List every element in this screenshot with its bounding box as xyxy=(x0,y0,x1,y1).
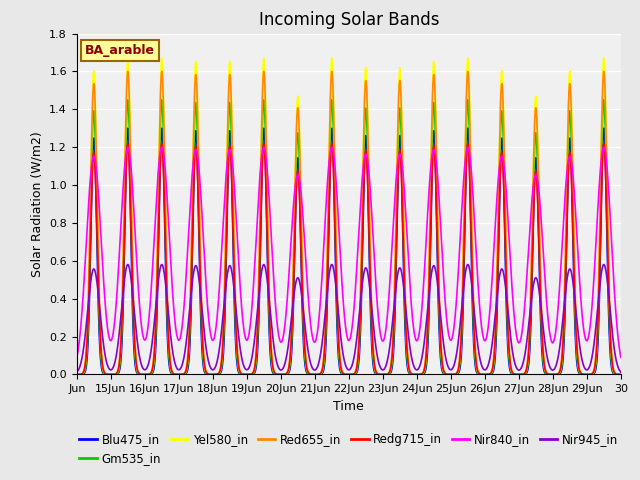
Line: Redg715_in: Redg715_in xyxy=(77,144,621,374)
Blu475_in xyxy=(73,372,81,377)
Red655_in xyxy=(617,372,625,377)
Nir840_in xyxy=(395,153,403,159)
Nir840_in xyxy=(158,144,166,150)
Yel580_in xyxy=(395,83,403,88)
Text: BA_arable: BA_arable xyxy=(85,44,155,57)
Redg715_in xyxy=(395,159,403,165)
Gm535_in xyxy=(100,371,108,376)
Nir840_in xyxy=(100,286,108,292)
Nir945_in xyxy=(395,267,403,273)
Line: Gm535_in: Gm535_in xyxy=(77,100,621,374)
Blu475_in xyxy=(419,372,426,377)
Title: Incoming Solar Bands: Incoming Solar Bands xyxy=(259,11,439,29)
Gm535_in xyxy=(600,97,607,103)
Nir945_in xyxy=(476,357,484,362)
Blu475_in xyxy=(270,371,278,377)
Yel580_in xyxy=(476,372,484,377)
Redg715_in xyxy=(73,372,81,377)
Nir945_in xyxy=(73,369,81,375)
X-axis label: Time: Time xyxy=(333,400,364,413)
Nir840_in xyxy=(270,278,278,284)
Redg715_in xyxy=(270,368,278,374)
Redg715_in xyxy=(506,350,513,356)
Nir840_in xyxy=(73,355,81,361)
Yel580_in xyxy=(100,370,108,375)
Nir945_in xyxy=(100,346,108,352)
Red655_in xyxy=(73,372,81,377)
Redg715_in xyxy=(600,141,607,146)
Blu475_in xyxy=(600,125,607,131)
Red655_in xyxy=(600,69,607,74)
Gm535_in xyxy=(617,372,625,377)
Nir945_in xyxy=(270,342,278,348)
Line: Yel580_in: Yel580_in xyxy=(77,58,621,374)
Gm535_in xyxy=(73,372,81,377)
Line: Nir840_in: Nir840_in xyxy=(77,147,621,358)
Red655_in xyxy=(476,371,484,377)
Line: Red655_in: Red655_in xyxy=(77,72,621,374)
Nir840_in xyxy=(476,310,484,316)
Yel580_in xyxy=(506,348,513,354)
Blu475_in xyxy=(100,371,108,377)
Nir945_in xyxy=(617,369,625,375)
Gm535_in xyxy=(419,371,426,377)
Yel580_in xyxy=(270,369,278,374)
Nir840_in xyxy=(506,238,513,243)
Nir840_in xyxy=(617,354,625,360)
Nir840_in xyxy=(419,298,426,303)
Red655_in xyxy=(100,369,108,374)
Yel580_in xyxy=(73,372,81,377)
Blu475_in xyxy=(476,372,484,377)
Blu475_in xyxy=(617,372,625,377)
Redg715_in xyxy=(100,369,108,375)
Nir945_in xyxy=(600,262,607,267)
Redg715_in xyxy=(476,371,484,377)
Yel580_in xyxy=(419,371,426,377)
Legend: Blu475_in, Gm535_in, Yel580_in, Red655_in, Redg715_in, Nir840_in, Nir945_in: Blu475_in, Gm535_in, Yel580_in, Red655_i… xyxy=(74,428,623,469)
Yel580_in xyxy=(617,372,625,377)
Gm535_in xyxy=(395,122,403,128)
Gm535_in xyxy=(506,357,513,362)
Y-axis label: Solar Radiation (W/m2): Solar Radiation (W/m2) xyxy=(31,131,44,277)
Red655_in xyxy=(395,93,403,99)
Gm535_in xyxy=(270,370,278,376)
Gm535_in xyxy=(476,372,484,377)
Red655_in xyxy=(419,371,426,376)
Nir945_in xyxy=(506,320,513,326)
Yel580_in xyxy=(600,55,607,61)
Blu475_in xyxy=(506,362,513,368)
Red655_in xyxy=(270,367,278,373)
Red655_in xyxy=(506,343,513,349)
Redg715_in xyxy=(419,371,426,376)
Line: Nir945_in: Nir945_in xyxy=(77,264,621,372)
Nir945_in xyxy=(419,352,426,358)
Blu475_in xyxy=(395,150,403,156)
Redg715_in xyxy=(617,372,625,377)
Line: Blu475_in: Blu475_in xyxy=(77,128,621,374)
